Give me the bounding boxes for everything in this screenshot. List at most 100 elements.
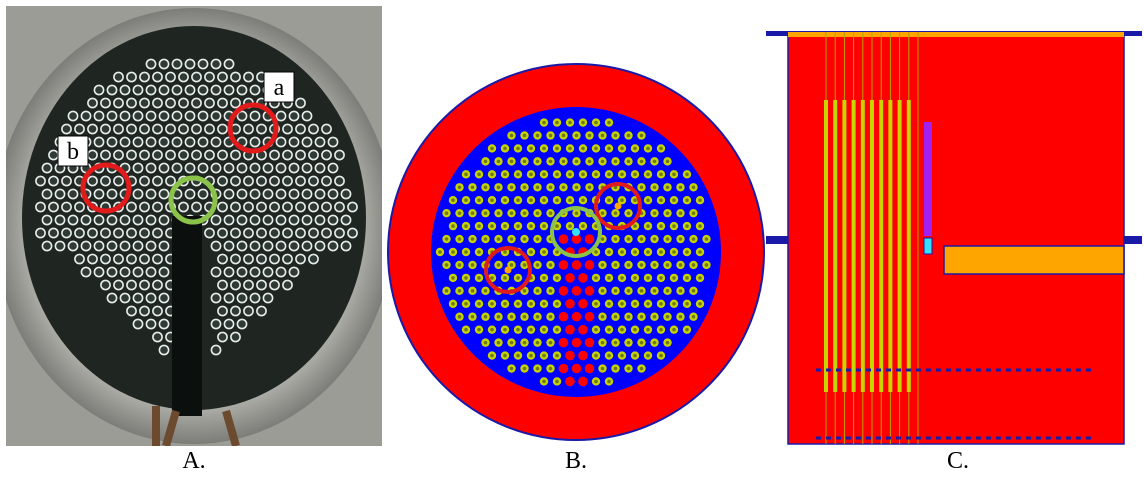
fuel-element-top <box>236 214 248 226</box>
fuel-pin-core <box>522 366 527 371</box>
fuel-pin-core <box>470 289 475 293</box>
fuel-element-top <box>61 201 72 213</box>
fuel-element-top <box>210 162 222 174</box>
fuel-pin-core <box>620 327 624 332</box>
fuel-element-top <box>126 97 137 109</box>
fuel-pin-core <box>646 172 650 177</box>
special-element-b <box>504 266 512 274</box>
fuel-element-top <box>210 318 222 330</box>
fuel-element-top <box>275 266 287 278</box>
fuel-element-top <box>87 97 98 109</box>
fuel-element-top <box>165 97 176 109</box>
fuel-pin-core <box>542 379 546 384</box>
fuel-element-top <box>145 188 157 200</box>
fuel-pin-core <box>561 133 566 138</box>
fuel-pin-core <box>685 276 689 280</box>
fuel-element-top <box>295 227 306 239</box>
core-vertical-section <box>766 31 1142 445</box>
fuel-pin-core <box>698 198 702 203</box>
fuel-pin-core <box>678 314 683 319</box>
fuel-element-top <box>165 71 176 83</box>
fuel-pin-core <box>555 120 559 125</box>
fuel-element-top <box>100 175 111 187</box>
water-channel-cell <box>558 363 569 374</box>
water-channel-cell <box>565 376 575 387</box>
marker-a-circle-b <box>594 182 642 230</box>
fuel-pin-core <box>691 314 696 319</box>
fuel-element-top <box>171 84 183 96</box>
fuel-pin-core <box>672 327 676 332</box>
marker-center-circle-b <box>550 206 602 258</box>
fuel-element-top <box>223 84 235 96</box>
fuel-element-top <box>340 240 352 252</box>
fuel-pin-core <box>626 133 631 138</box>
water-channel-cell <box>578 324 588 335</box>
fuel-element-top <box>236 84 248 96</box>
fuel-pin-core <box>652 289 657 293</box>
fuel-element-top <box>230 175 241 187</box>
fuel-pin-core <box>444 237 449 241</box>
control-rod <box>924 122 932 236</box>
water-channel-cell <box>558 311 569 322</box>
fuel-pin-core <box>529 250 533 254</box>
fuel-pin-core <box>477 172 481 177</box>
fuel-element-top <box>288 214 300 226</box>
fuel-rod <box>897 100 902 392</box>
fuel-element-top <box>334 149 345 161</box>
fuel-pin-core <box>594 172 598 177</box>
fuel-element-top <box>87 227 98 239</box>
water-channel-cell <box>584 234 595 244</box>
fuel-element-top <box>327 188 339 200</box>
fuel-element-top <box>67 188 79 200</box>
fuel-pin-core <box>568 172 572 177</box>
fuel-pin-core <box>659 198 663 203</box>
fuel-pin-core <box>633 224 637 228</box>
fuel-pin-core <box>685 172 689 177</box>
fuel-pin-core <box>542 301 546 306</box>
fuel-element-top <box>210 240 222 252</box>
fuel-pin-core <box>438 250 442 254</box>
fuel-rod <box>870 100 874 392</box>
fuel-pin-core <box>522 185 527 190</box>
fuel-element-top <box>243 305 254 317</box>
fuel-pin-core <box>496 314 501 319</box>
fuel-pin-core <box>620 146 624 151</box>
fuel-element-top <box>334 201 345 213</box>
fuel-element-top <box>275 162 287 174</box>
fuel-element-top <box>106 240 118 252</box>
fuel-pin-core <box>483 185 488 190</box>
fuel-pin-core <box>542 146 546 151</box>
fuel-pin-core <box>529 146 533 151</box>
fuel-element-top <box>334 227 345 239</box>
water-channel-cell <box>578 376 588 387</box>
fuel-pin-core <box>672 172 676 177</box>
fuel-element-top <box>295 97 306 109</box>
fuel-element-top <box>197 58 209 70</box>
fuel-element-top <box>321 201 332 213</box>
fuel-pin-core <box>457 314 462 319</box>
fuel-element-top <box>191 201 202 213</box>
fuel-pin-core <box>470 185 475 190</box>
fuel-element-top <box>301 110 313 122</box>
fuel-element-top <box>314 214 326 226</box>
fuel-element-top <box>119 110 131 122</box>
fuel-element-top <box>301 188 313 200</box>
fuel-element-top <box>145 266 157 278</box>
fuel-element-top <box>256 201 267 213</box>
fuel-pin-core <box>607 353 611 358</box>
fuel-pin-core <box>626 263 631 267</box>
fuel-element-top <box>132 136 144 148</box>
fuel-rod <box>879 100 884 392</box>
fuel-pin-core <box>639 159 644 164</box>
fuel-pin-core <box>464 301 468 306</box>
fuel-element-top <box>308 175 319 187</box>
water-channel-cell <box>558 286 569 296</box>
fuel-element-top <box>87 175 98 187</box>
fuel-element-top <box>275 136 287 148</box>
fuel-pin-core <box>639 185 644 190</box>
fuel-pin-core <box>451 250 455 254</box>
fuel-element-top <box>139 149 150 161</box>
fuel-element-top <box>236 162 248 174</box>
fuel-pin-core <box>555 276 559 280</box>
fuel-element-top <box>327 136 339 148</box>
